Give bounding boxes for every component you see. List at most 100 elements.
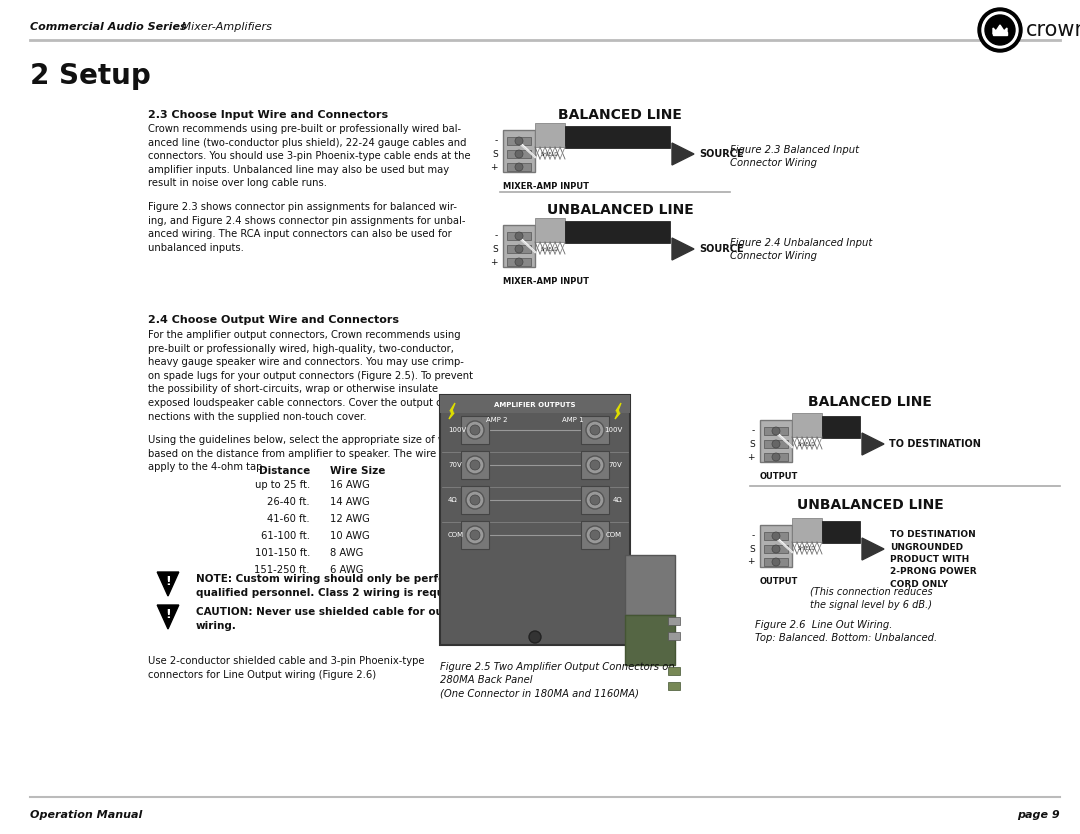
Circle shape [465,491,484,509]
Circle shape [590,495,600,505]
Circle shape [470,460,480,470]
Text: 10 AWG: 10 AWG [330,531,369,541]
Bar [581,521,609,549]
Bar [764,440,788,448]
Text: -: - [495,232,498,240]
Bar [764,558,788,566]
Polygon shape [993,25,1007,34]
Text: BALANCED LINE: BALANCED LINE [558,108,681,122]
Text: 70V: 70V [448,462,462,468]
Text: Figure 2.6  Line Out Wiring.
Top: Balanced. Bottom: Unbalanced.: Figure 2.6 Line Out Wiring. Top: Balance… [755,620,937,643]
Text: TO DESTINATION: TO DESTINATION [889,439,981,449]
Bar [461,451,489,479]
Circle shape [586,491,604,509]
Text: SOURCE: SOURCE [699,149,744,159]
Text: !: ! [165,575,171,588]
Circle shape [515,150,523,158]
Circle shape [529,631,541,643]
Bar [503,130,535,172]
Text: OUTPUT: OUTPUT [760,577,798,586]
Text: Crown recommends using pre-built or professionally wired bal-
anced line (two-co: Crown recommends using pre-built or prof… [148,124,471,188]
Bar [669,632,680,640]
Text: -: - [752,531,755,540]
Text: SHIELD: SHIELD [541,152,559,157]
Text: 70V: 70V [608,462,622,468]
Text: MIXER-AMP INPUT: MIXER-AMP INPUT [503,182,589,191]
Bar [507,258,531,266]
Text: up to 25 ft.: up to 25 ft. [255,480,310,490]
Bar [535,123,565,147]
Text: Using the guidelines below, select the appropriate size of wire
based on the dis: Using the guidelines below, select the a… [148,435,464,472]
Circle shape [772,558,780,566]
Text: COM: COM [448,532,464,538]
Text: 4Ω: 4Ω [612,497,622,503]
Text: COM: COM [606,532,622,538]
Polygon shape [158,572,179,596]
Circle shape [772,532,780,540]
Text: 16 AWG: 16 AWG [330,480,369,490]
Circle shape [978,8,1022,52]
Text: Mixer-Amplifiers: Mixer-Amplifiers [178,22,272,32]
Polygon shape [615,403,621,419]
Text: crown: crown [1026,20,1080,40]
Circle shape [515,163,523,171]
Circle shape [586,456,604,474]
Text: Figure 2.3 Balanced Input
Connector Wiring: Figure 2.3 Balanced Input Connector Wiri… [730,145,859,168]
Text: UNBALANCED LINE: UNBALANCED LINE [546,203,693,217]
Polygon shape [672,143,694,165]
Bar [760,420,792,462]
Circle shape [586,421,604,439]
Text: 6 AWG: 6 AWG [330,565,364,575]
Bar [625,615,675,665]
Text: OUTPUT: OUTPUT [760,472,798,481]
Text: Figure 2.3 shows connector pin assignments for balanced wir-
ing, and Figure 2.4: Figure 2.3 shows connector pin assignmen… [148,202,465,253]
Text: 8 AWG: 8 AWG [330,548,363,558]
Text: Wire Size: Wire Size [330,466,386,476]
Text: (This connection reduces
the signal level by 6 dB.): (This connection reduces the signal leve… [810,587,933,610]
Bar [625,555,675,615]
Circle shape [515,137,523,145]
Bar [503,225,535,267]
Bar [764,532,788,540]
Polygon shape [158,605,179,629]
Text: +: + [747,557,755,566]
Bar [507,163,531,171]
Bar [440,395,630,645]
Bar [669,617,680,625]
Circle shape [982,12,1018,48]
Text: -: - [752,426,755,435]
Text: 151-250 ft.: 151-250 ft. [255,565,310,575]
Circle shape [772,440,780,448]
Text: MIXER-AMP INPUT: MIXER-AMP INPUT [503,277,589,286]
Polygon shape [862,433,885,455]
Text: Figure 2.4 Unbalanced Input
Connector Wiring: Figure 2.4 Unbalanced Input Connector Wi… [730,238,873,261]
Bar [581,451,609,479]
Circle shape [590,460,600,470]
Bar [507,137,531,145]
Circle shape [586,526,604,544]
Text: SHIELD: SHIELD [798,546,816,551]
Text: 100V: 100V [604,427,622,433]
Bar [581,486,609,514]
Circle shape [515,232,523,240]
Text: NOTE: Custom wiring should only be performed by
qualified personnel. Class 2 wir: NOTE: Custom wiring should only be perfo… [195,574,494,598]
Bar [461,416,489,444]
Text: S: S [492,149,498,158]
Text: CAUTION: Never use shielded cable for output power
wiring.: CAUTION: Never use shielded cable for ou… [195,607,508,631]
Text: 12 AWG: 12 AWG [330,514,369,524]
Text: !: ! [165,608,171,620]
Text: SOURCE: SOURCE [699,244,744,254]
Bar [535,218,565,242]
Circle shape [470,530,480,540]
Bar [764,427,788,435]
Circle shape [590,530,600,540]
Circle shape [515,258,523,266]
Circle shape [465,526,484,544]
Text: 101-150 ft.: 101-150 ft. [255,548,310,558]
Bar [993,32,1007,35]
Text: 100V: 100V [448,427,467,433]
Text: S: S [750,440,755,449]
Text: 2.3 Choose Input Wire and Connectors: 2.3 Choose Input Wire and Connectors [148,110,388,120]
Bar [565,221,670,243]
Text: Commercial Audio Series: Commercial Audio Series [30,22,187,32]
